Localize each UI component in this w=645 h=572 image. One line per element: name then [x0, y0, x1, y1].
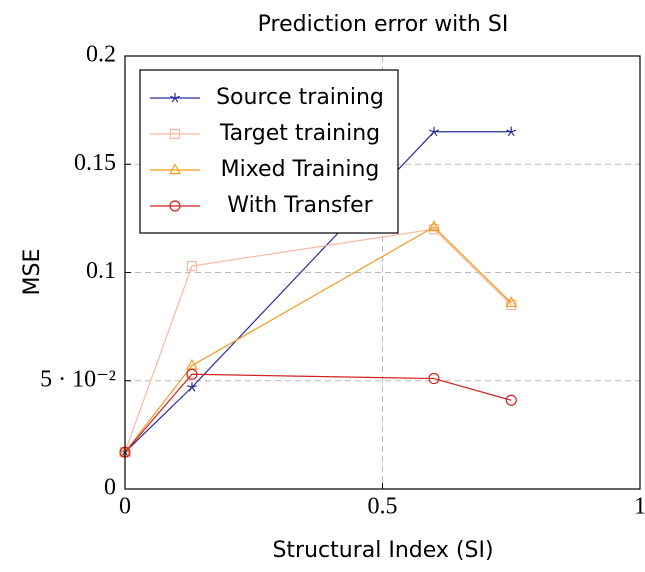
marker	[427, 220, 441, 232]
marker	[186, 368, 198, 380]
chart-title: Prediction error with SI	[258, 12, 509, 37]
marker	[428, 372, 440, 385]
series	[119, 224, 517, 458]
legend-label: Mixed Training	[221, 157, 380, 182]
legend-label: Target training	[219, 121, 380, 146]
marker	[505, 394, 517, 406]
series-line	[124, 373, 512, 453]
series-line	[124, 228, 512, 453]
marker	[186, 260, 198, 272]
marker	[506, 126, 517, 137]
marker	[429, 126, 439, 137]
series	[118, 220, 518, 457]
legend-label: With Transfer	[227, 193, 373, 218]
legend-marker	[169, 128, 181, 140]
legend-marker	[168, 163, 182, 175]
marker	[185, 358, 198, 370]
y-tick-label: 0	[104, 475, 116, 501]
series-line	[124, 131, 512, 453]
y-tick-label: 5 · 10⁻²	[40, 366, 116, 392]
plot	[118, 126, 518, 458]
x-tick-label: 1	[634, 494, 645, 520]
y-tick-label: 0.1	[86, 258, 116, 284]
x-axis-label: Structural Index (SI)	[272, 538, 493, 563]
y-tick-label: 0.15	[74, 150, 116, 176]
legend-marker	[169, 200, 181, 212]
x-tick-label: 0	[119, 494, 131, 520]
marker	[187, 382, 197, 392]
legend-label: Source training	[216, 85, 384, 110]
legend-marker	[170, 93, 180, 103]
y-axis-label: MSE	[20, 249, 45, 296]
legend: Source training Target training Mixed Trai…	[139, 69, 399, 234]
y-tick-label: 0.2	[86, 42, 116, 68]
x-tick-label: 0.5	[368, 494, 398, 520]
marker	[505, 296, 518, 307]
series-line	[124, 226, 512, 453]
axes-frame	[124, 55, 641, 490]
